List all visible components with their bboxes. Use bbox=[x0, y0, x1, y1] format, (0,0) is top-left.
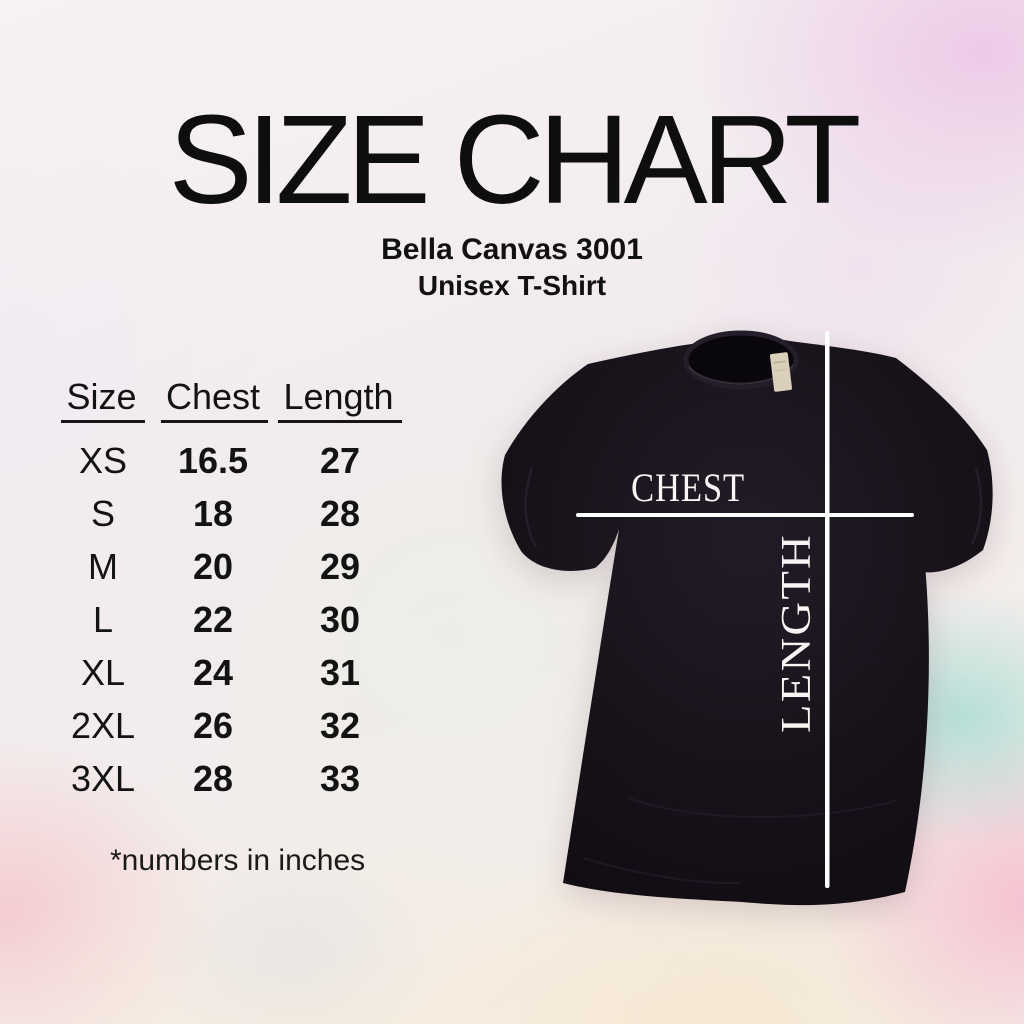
cell-size: XS bbox=[78, 440, 128, 481]
cell-size: 3XL bbox=[70, 758, 136, 799]
cell-length: 31 bbox=[319, 652, 361, 693]
units-footnote: *numbers in inches bbox=[110, 844, 366, 877]
black-tshirt bbox=[501, 330, 993, 906]
subtitle-product: Bella Canvas 3001 bbox=[381, 233, 643, 266]
length-label: LENGTH bbox=[774, 533, 820, 733]
chest-label: CHEST bbox=[631, 465, 745, 510]
column-header-size: Size bbox=[45, 376, 161, 434]
page-title: SIZE CHART bbox=[168, 89, 862, 230]
column-header-chest: Chest bbox=[161, 376, 269, 434]
cell-size: S bbox=[90, 493, 115, 534]
collar bbox=[686, 333, 796, 387]
cell-chest: 18 bbox=[192, 493, 234, 534]
subtitle-style: Unisex T-Shirt bbox=[417, 270, 607, 301]
chest-measure-line bbox=[576, 513, 914, 517]
cell-size: M bbox=[88, 546, 118, 587]
column-header-length: Length bbox=[265, 376, 415, 434]
size-table: Size Chest Length XS 16.5 27 S 18 28 M 2… bbox=[45, 376, 415, 805]
tshirt-measurement-image: CHEST LENGTH bbox=[501, 330, 993, 906]
cell-chest: 22 bbox=[192, 599, 234, 640]
cell-chest: 26 bbox=[192, 705, 234, 746]
measurement-lines: CHEST LENGTH bbox=[576, 331, 914, 888]
cell-length: 33 bbox=[319, 758, 361, 799]
cell-length: 29 bbox=[319, 546, 361, 587]
cell-chest: 20 bbox=[192, 546, 234, 587]
cell-size: L bbox=[92, 599, 114, 640]
cell-chest: 16.5 bbox=[177, 440, 249, 481]
cell-chest: 28 bbox=[192, 758, 234, 799]
cell-length: 32 bbox=[319, 705, 361, 746]
cell-chest: 24 bbox=[192, 652, 234, 693]
length-measure-line bbox=[825, 331, 830, 888]
neck-tag bbox=[769, 352, 793, 392]
cell-size: XL bbox=[80, 652, 126, 693]
cell-length: 28 bbox=[319, 493, 361, 534]
cell-length: 27 bbox=[319, 440, 361, 481]
cell-size: 2XL bbox=[70, 705, 136, 746]
cell-length: 30 bbox=[319, 599, 361, 640]
